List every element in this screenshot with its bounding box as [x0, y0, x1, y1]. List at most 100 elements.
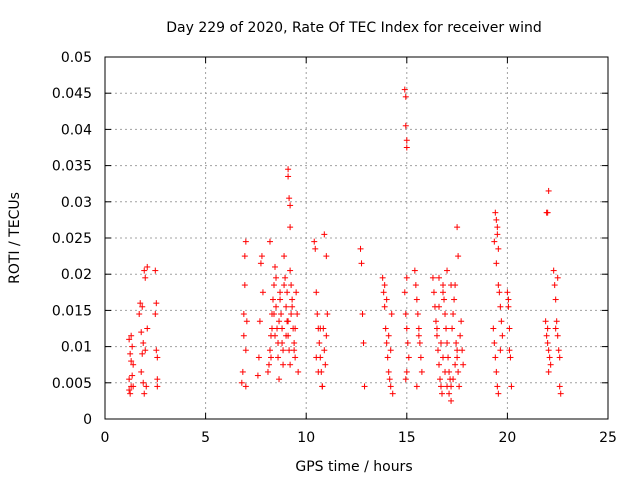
data-point	[266, 238, 273, 245]
data-point	[275, 339, 282, 346]
data-point	[439, 390, 446, 397]
data-point	[276, 318, 283, 325]
data-point	[287, 361, 294, 368]
data-point	[313, 354, 320, 361]
data-point	[270, 296, 277, 303]
data-point	[266, 347, 273, 354]
data-points	[126, 86, 564, 404]
data-point	[144, 263, 151, 270]
data-point	[444, 339, 451, 346]
data-point	[458, 318, 465, 325]
data-point	[552, 325, 559, 332]
data-point	[448, 282, 455, 289]
data-point	[292, 354, 299, 361]
data-point	[128, 358, 135, 365]
data-point	[314, 311, 321, 318]
data-point	[259, 289, 266, 296]
data-point	[265, 361, 272, 368]
data-point	[238, 379, 245, 386]
data-point	[430, 289, 437, 296]
data-point	[317, 325, 324, 332]
data-point	[272, 332, 279, 339]
data-point	[321, 231, 328, 238]
data-point	[557, 390, 564, 397]
data-point	[137, 300, 144, 307]
grid-lines	[105, 57, 608, 419]
data-point	[315, 368, 322, 375]
data-point	[323, 253, 330, 260]
data-point	[506, 347, 513, 354]
data-point	[402, 122, 409, 129]
axis-ticks: 0 5 10 15 20 25 0 0.005 0.01 0.015 0.02 0.025 0.03 0.…	[52, 50, 617, 446]
data-point	[357, 245, 364, 252]
data-point	[271, 282, 278, 289]
data-point	[451, 296, 458, 303]
data-point	[284, 289, 291, 296]
data-point	[319, 383, 326, 390]
data-point	[285, 318, 292, 325]
data-point	[556, 354, 563, 361]
data-point	[413, 383, 420, 390]
data-point	[435, 303, 442, 310]
data-point	[435, 274, 442, 281]
data-point	[280, 347, 287, 354]
y-tick-label: 0.015	[52, 303, 92, 319]
y-axis-label: ROTI / TECUs	[7, 192, 23, 284]
data-point	[379, 274, 386, 281]
data-point	[401, 289, 408, 296]
data-point	[258, 253, 265, 260]
x-tick-label: 20	[498, 430, 516, 446]
data-point	[383, 339, 390, 346]
data-point	[403, 137, 410, 144]
x-tick-label: 15	[398, 430, 416, 446]
data-point	[361, 383, 368, 390]
y-tick-label: 0.02	[61, 267, 92, 283]
data-point	[445, 354, 452, 361]
y-tick-label: 0.005	[52, 376, 92, 392]
data-point	[435, 361, 442, 368]
data-point	[282, 274, 289, 281]
data-point	[384, 354, 391, 361]
data-point	[322, 361, 329, 368]
data-point	[405, 354, 412, 361]
data-point	[289, 303, 296, 310]
data-point	[491, 339, 498, 346]
data-point	[553, 318, 560, 325]
data-point	[492, 209, 499, 216]
data-point	[417, 354, 424, 361]
data-point	[257, 260, 264, 267]
data-point	[291, 347, 298, 354]
data-point	[454, 354, 461, 361]
data-point	[429, 274, 436, 281]
data-point	[275, 354, 282, 361]
data-point	[496, 289, 503, 296]
data-point	[506, 325, 513, 332]
data-point	[550, 267, 557, 274]
data-point	[277, 296, 284, 303]
data-point	[555, 347, 562, 354]
data-point	[126, 387, 133, 394]
data-point	[456, 383, 463, 390]
data-point	[404, 339, 411, 346]
data-point	[358, 260, 365, 267]
data-point	[494, 231, 501, 238]
data-point	[141, 390, 148, 397]
data-point	[381, 303, 388, 310]
data-point	[281, 253, 288, 260]
y-tick-label: 0.035	[52, 159, 92, 175]
data-point	[128, 332, 135, 339]
data-point	[490, 325, 497, 332]
data-point	[403, 368, 410, 375]
data-point	[440, 354, 447, 361]
data-point	[387, 383, 394, 390]
data-point	[544, 325, 551, 332]
data-point	[154, 376, 161, 383]
data-point	[287, 267, 294, 274]
data-point	[448, 397, 455, 404]
data-point	[449, 325, 456, 332]
data-point	[141, 267, 148, 274]
data-point	[129, 372, 136, 379]
data-point	[138, 368, 145, 375]
data-point	[413, 296, 420, 303]
